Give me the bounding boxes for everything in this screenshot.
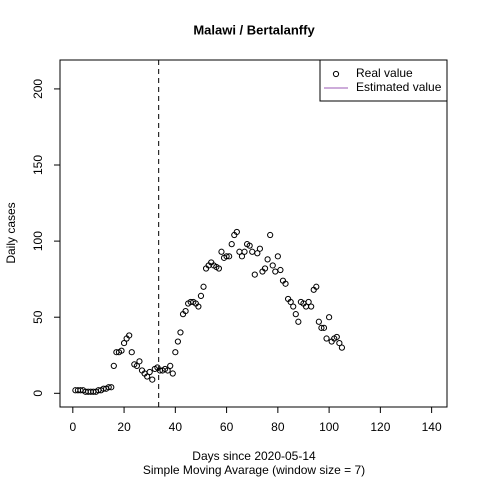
legend-label: Estimated value: [356, 80, 442, 94]
point: [215, 265, 223, 272]
point: [195, 303, 202, 310]
point: [323, 335, 330, 342]
point: [133, 362, 140, 370]
plot-box: [59, 59, 448, 408]
point: [305, 298, 312, 306]
point: [241, 248, 248, 255]
point: [164, 367, 171, 374]
point: [254, 250, 261, 257]
point: [251, 271, 258, 278]
point: [128, 349, 135, 356]
point: [223, 253, 230, 260]
x-tick-label: 60: [220, 420, 234, 434]
point: [146, 368, 153, 376]
point: [228, 241, 235, 248]
point: [315, 318, 322, 325]
point: [318, 324, 325, 331]
point: [264, 256, 271, 263]
x-tick-label: 100: [319, 420, 339, 434]
x-tick-label: 40: [169, 420, 183, 434]
point: [118, 347, 125, 354]
x-tick-label: 140: [422, 420, 442, 434]
y-tick-label: 200: [31, 79, 45, 99]
point: [136, 358, 143, 365]
legend-marker: [332, 70, 340, 78]
y-tick-label: 150: [31, 155, 45, 175]
point: [218, 248, 225, 255]
point: [174, 338, 181, 345]
point: [246, 242, 253, 249]
point: [226, 253, 233, 260]
legend-label: Real value: [356, 66, 413, 80]
point: [177, 329, 184, 336]
point: [182, 308, 189, 315]
point: [282, 280, 289, 287]
point: [238, 253, 246, 260]
point: [308, 303, 315, 310]
point: [269, 262, 276, 269]
subtitle: Simple Moving Avarage (window size = 7): [143, 463, 365, 477]
point: [338, 344, 346, 351]
point: [295, 318, 302, 325]
point: [149, 376, 156, 383]
y-tick-label: 50: [31, 310, 45, 324]
point: [197, 292, 205, 299]
point: [256, 245, 264, 252]
point: [126, 332, 133, 339]
point: [313, 283, 320, 290]
point: [172, 349, 179, 356]
point: [167, 362, 174, 370]
point: [292, 311, 299, 318]
y-axis-label: Daily cases: [4, 202, 18, 263]
x-tick-label: 20: [117, 420, 131, 434]
point: [261, 265, 269, 272]
y-tick-label: 0: [31, 390, 45, 397]
x-axis-label: Days since 2020-05-14: [192, 449, 316, 463]
point: [326, 314, 333, 321]
point: [333, 333, 340, 341]
point: [233, 228, 240, 236]
chart-title: Malawi / Bertalanffy: [193, 22, 315, 37]
point: [277, 266, 284, 274]
legend-box: [319, 59, 448, 102]
point: [169, 370, 176, 377]
y-tick-label: 100: [31, 231, 45, 251]
x-tick-label: 120: [370, 420, 390, 434]
point: [200, 283, 207, 290]
x-tick-label: 0: [69, 420, 76, 434]
point: [110, 362, 117, 370]
point: [108, 384, 115, 391]
point: [287, 298, 294, 306]
x-tick-label: 80: [271, 420, 285, 434]
point: [144, 373, 151, 380]
point: [320, 324, 328, 331]
point: [290, 303, 297, 310]
point: [267, 231, 274, 239]
point: [274, 253, 281, 260]
point: [120, 339, 128, 347]
point: [336, 339, 343, 347]
point: [105, 384, 112, 391]
